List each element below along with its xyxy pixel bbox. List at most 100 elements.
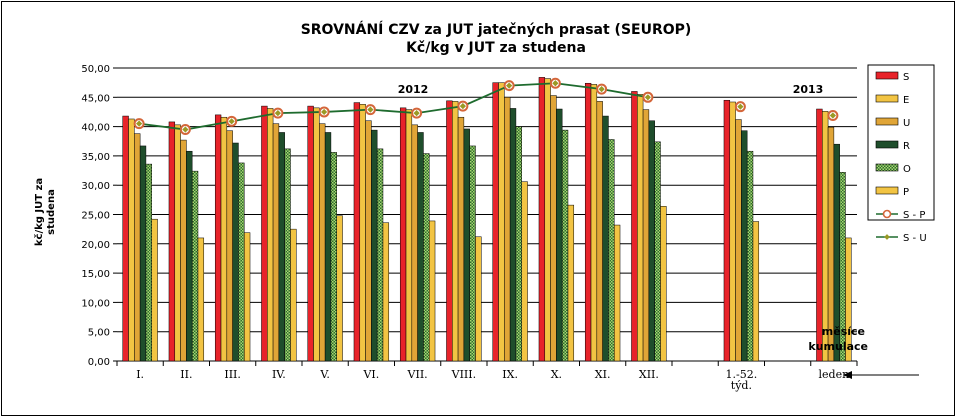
bar-S-10 [584, 82, 592, 362]
x-tick-label: VII. [407, 368, 428, 381]
bar-U-2 [226, 130, 233, 362]
bar-P-10 [613, 224, 621, 362]
bar-R-12 [741, 130, 748, 362]
legend-swatch-E [875, 94, 899, 103]
bar-O-7 [469, 145, 476, 362]
chart-title: SROVNÁNÍ CZV za JUT jatečných prasat (SE… [301, 21, 692, 38]
bar-U-10 [596, 101, 603, 362]
bar-U-0 [134, 133, 141, 362]
x-tick-label: XII. [639, 368, 659, 381]
bar-U-12 [735, 119, 742, 362]
bar-E-10 [590, 84, 598, 362]
legend-marker-s-p [882, 209, 892, 219]
x-tick-label: VIII. [451, 368, 476, 381]
y-tick-label: 10,00 [81, 298, 110, 309]
bar-R-10 [602, 115, 609, 362]
bar-E-3 [267, 108, 274, 362]
bar-U-1 [180, 139, 187, 362]
bar-P-7 [475, 236, 482, 362]
line-series-s-u [139, 82, 649, 131]
x-tick-label: VI. [362, 368, 379, 381]
bar-R-11 [648, 120, 655, 362]
bar-S-13 [816, 108, 823, 362]
legend: S E U R O P S - P S - U [867, 64, 935, 244]
legend-swatch-P [875, 186, 899, 195]
bar-O-11 [654, 141, 661, 362]
x-tick-label: 1.-52. [726, 368, 758, 381]
bar-E-4 [313, 107, 320, 362]
bar-U-7 [457, 116, 465, 362]
bar-P-3 [290, 228, 297, 362]
x-tick-label: týd. [731, 379, 752, 392]
y-tick-label: 0,00 [88, 357, 110, 368]
x-tick-label: III. [224, 368, 241, 381]
bar-P-9 [567, 204, 575, 362]
y-axis-label-line-1: kč/kg JUT za [33, 178, 45, 246]
bar-U-8 [504, 97, 511, 362]
point-s-u-0 [136, 120, 143, 127]
legend-swatch-O [875, 163, 899, 172]
legend-label-line-0: S - P [903, 210, 925, 221]
y-tick-label: 35,00 [81, 152, 110, 163]
bar-P-4 [336, 215, 343, 362]
bar-S-3 [261, 105, 268, 362]
x-tick-label: I. [136, 368, 144, 381]
y-tick-label: 30,00 [81, 181, 110, 192]
bar-E-8 [498, 82, 505, 362]
legend-label-S: S [903, 72, 909, 83]
bar-S-5 [353, 102, 361, 362]
y-tick-label: 25,00 [81, 211, 110, 222]
x-axis-arrow [843, 371, 919, 379]
bar-O-9 [561, 129, 569, 362]
bar-R-2 [232, 142, 239, 362]
annotation-2013: 2013 [793, 83, 824, 96]
bar-R-9 [556, 108, 563, 362]
bar-S-4 [307, 105, 314, 362]
bar-O-2 [238, 162, 245, 362]
bar-O-5 [376, 148, 384, 362]
bar-O-6 [423, 153, 430, 362]
legend-label-E: E [903, 95, 909, 106]
y-tick-label: 15,00 [81, 269, 110, 280]
legend-label-O: O [903, 164, 911, 175]
bar-P-1 [197, 237, 205, 362]
legend-label-P: P [903, 187, 909, 198]
bar-P-13 [845, 237, 852, 362]
bar-R-6 [417, 132, 424, 362]
bar-O-8 [515, 126, 522, 362]
annotation-2012: 2012 [398, 83, 429, 96]
legend-swatch-S [875, 71, 899, 80]
bar-U-3 [272, 123, 280, 362]
bar-U-4 [319, 123, 326, 362]
bar-O-1 [191, 170, 199, 362]
bar-O-12 [746, 150, 754, 362]
bar-P-6 [428, 220, 436, 362]
bar-O-0 [145, 163, 152, 362]
bar-E-6 [405, 109, 413, 362]
bar-U-11 [642, 109, 650, 362]
bar-S-6 [399, 107, 407, 362]
bar-U-9 [550, 95, 557, 362]
y-axis-label-line-2: studena [46, 189, 57, 235]
bar-E-2 [220, 116, 228, 362]
bar-R-5 [371, 129, 378, 362]
chart-subtitle: Kč/kg v JUT za studena [406, 40, 586, 56]
y-tick-label: 45,00 [81, 93, 110, 104]
bar-P-2 [243, 232, 251, 362]
bar-P-8 [521, 181, 528, 362]
x-tick-label: X. [551, 368, 562, 381]
y-tick-label: 50,00 [81, 64, 110, 75]
bar-S-1 [168, 121, 176, 362]
y-tick-label: 20,00 [81, 240, 110, 251]
bar-E-5 [359, 104, 366, 362]
bar-S-9 [538, 77, 546, 362]
bar-U-5 [365, 120, 372, 362]
point-s-u-1 [182, 126, 189, 133]
bar-R-1 [186, 150, 193, 362]
bar-S-2 [214, 114, 222, 362]
bar-E-1 [174, 124, 181, 362]
bar-P-0 [151, 218, 158, 362]
bar-U-6 [411, 124, 418, 362]
bar-E-7 [452, 101, 459, 362]
